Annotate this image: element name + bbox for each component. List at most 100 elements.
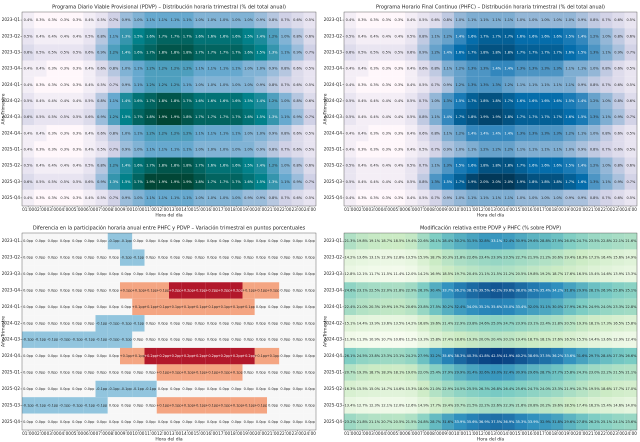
cell-label: 36.2% — [552, 354, 564, 358]
cell-label: 0.4% — [394, 180, 404, 184]
heatmap-cell — [392, 125, 406, 142]
heatmap-cell — [356, 157, 369, 174]
cell-label: 22.9% — [442, 387, 454, 391]
heatmap-cell — [527, 249, 540, 266]
cell-label: 14.6% — [601, 272, 613, 276]
cell-label: 0.0pp — [170, 272, 181, 276]
heatmap-cell — [441, 397, 454, 414]
x-tick-label: 14:00 — [503, 207, 515, 212]
cell-label: 0.3% — [60, 83, 70, 87]
x-tick-label: 23:00 — [292, 431, 304, 436]
y-tick-label: 2025-Q1 — [324, 370, 343, 375]
cell-label: 0.0pp — [305, 272, 316, 276]
cell-label: 1.0% — [456, 147, 466, 151]
heatmap-cell — [169, 331, 182, 348]
cell-label: 31.6% — [442, 420, 454, 424]
heatmap-cell — [303, 249, 317, 266]
cell-label: 0.3% — [48, 196, 58, 200]
chart-title: Modificación relativa entre PDVP y PHFC … — [420, 225, 561, 232]
cell-label: 1.2% — [565, 131, 575, 135]
cell-label: 0.5% — [97, 18, 107, 22]
heatmap-cell — [612, 44, 625, 61]
heatmap-cell — [303, 331, 317, 348]
heatmap-cell — [46, 12, 59, 29]
cell-label: 0.9% — [578, 18, 588, 22]
cell-label: 0.4% — [36, 131, 46, 135]
cell-label: 21.4% — [442, 321, 454, 325]
heatmap-cell — [527, 397, 540, 414]
heatmap-cell — [303, 315, 317, 332]
cell-label: 0.8% — [269, 18, 279, 22]
heatmap-cell — [392, 265, 406, 283]
cell-label: 20.2% — [540, 403, 552, 407]
cell-label: 0.0pp — [280, 288, 291, 292]
cell-label: 33.0% — [491, 371, 503, 375]
heatmap-cell — [453, 233, 467, 250]
y-tick-label: 2024-Q2 — [324, 98, 343, 103]
cell-label: 0.4% — [358, 164, 368, 168]
cell-label: 0.4% — [48, 99, 58, 103]
heatmap-cell — [368, 157, 381, 174]
cell-label: 0.5% — [97, 147, 107, 151]
heatmap-cell — [254, 282, 268, 299]
heatmap-cell — [279, 364, 292, 381]
cell-label: 0.3% — [36, 18, 46, 22]
heatmap-cell — [132, 76, 145, 93]
cell-label: 31.5% — [467, 239, 479, 243]
cell-label: 0.0pp — [60, 272, 71, 276]
heatmap-cell — [429, 76, 442, 93]
cell-label: 1.2% — [158, 131, 168, 135]
cell-label: 1.0% — [517, 196, 527, 200]
cell-label: 1.5% — [565, 164, 575, 168]
heatmap-cell — [514, 347, 528, 365]
cell-label: 0.0pp — [84, 305, 95, 309]
cell-label: 18.3% — [577, 256, 589, 260]
heatmap-cell — [169, 157, 182, 174]
heatmap-cell — [478, 173, 491, 190]
cell-label: 0.3% — [60, 196, 70, 200]
cell-label: 0.0pp — [280, 420, 291, 424]
cell-label: 1.4% — [443, 50, 453, 54]
heatmap-cell — [46, 233, 59, 250]
heatmap-cell — [356, 109, 369, 126]
heatmap-cell — [242, 397, 255, 414]
cell-label: 29.9% — [577, 288, 589, 292]
cell-label: 0.0pp — [109, 256, 120, 260]
cell-label: 1.8% — [504, 164, 514, 168]
heatmap-cell — [279, 76, 292, 93]
heatmap-cell — [83, 347, 96, 365]
cell-label: 0.3% — [394, 83, 404, 87]
cell-label: 22.9% — [454, 321, 466, 325]
cell-label: 1.1% — [171, 196, 181, 200]
heatmap-cell — [368, 364, 381, 381]
heatmap-cell — [539, 189, 552, 207]
heatmap-cell — [588, 76, 601, 93]
heatmap-cell — [291, 380, 304, 398]
cell-label: 0.0pp — [35, 354, 46, 358]
cell-label: 1.6% — [232, 164, 242, 168]
cell-label: -0.1pp — [96, 403, 108, 407]
cell-label: 1.3% — [541, 67, 551, 71]
heatmap-cell — [405, 282, 418, 299]
x-tick-label: 18:00 — [552, 207, 564, 212]
cell-label: 1.2% — [183, 67, 193, 71]
heatmap-cell — [71, 44, 84, 61]
heatmap-cell — [514, 364, 528, 381]
heatmap-cell — [95, 233, 108, 250]
heatmap-cell — [356, 12, 369, 29]
heatmap-cell — [120, 12, 133, 29]
heatmap-cell — [156, 298, 170, 316]
heatmap-cell — [267, 380, 280, 398]
heatmap-cell — [181, 157, 194, 174]
heatmap-cell — [527, 109, 540, 126]
heatmap-cell — [344, 28, 357, 45]
cell-label: +0.2pp — [205, 354, 219, 358]
heatmap-cell — [514, 413, 528, 431]
cell-label: 27.5% — [430, 305, 442, 309]
heatmap-cell — [254, 189, 268, 207]
y-tick-label: 2025-Q4 — [2, 195, 21, 200]
cell-label: 1.6% — [220, 164, 230, 168]
cell-label: 0.8% — [590, 147, 600, 151]
cell-label: 0.9% — [443, 196, 453, 200]
cell-label: 1.1% — [492, 196, 502, 200]
